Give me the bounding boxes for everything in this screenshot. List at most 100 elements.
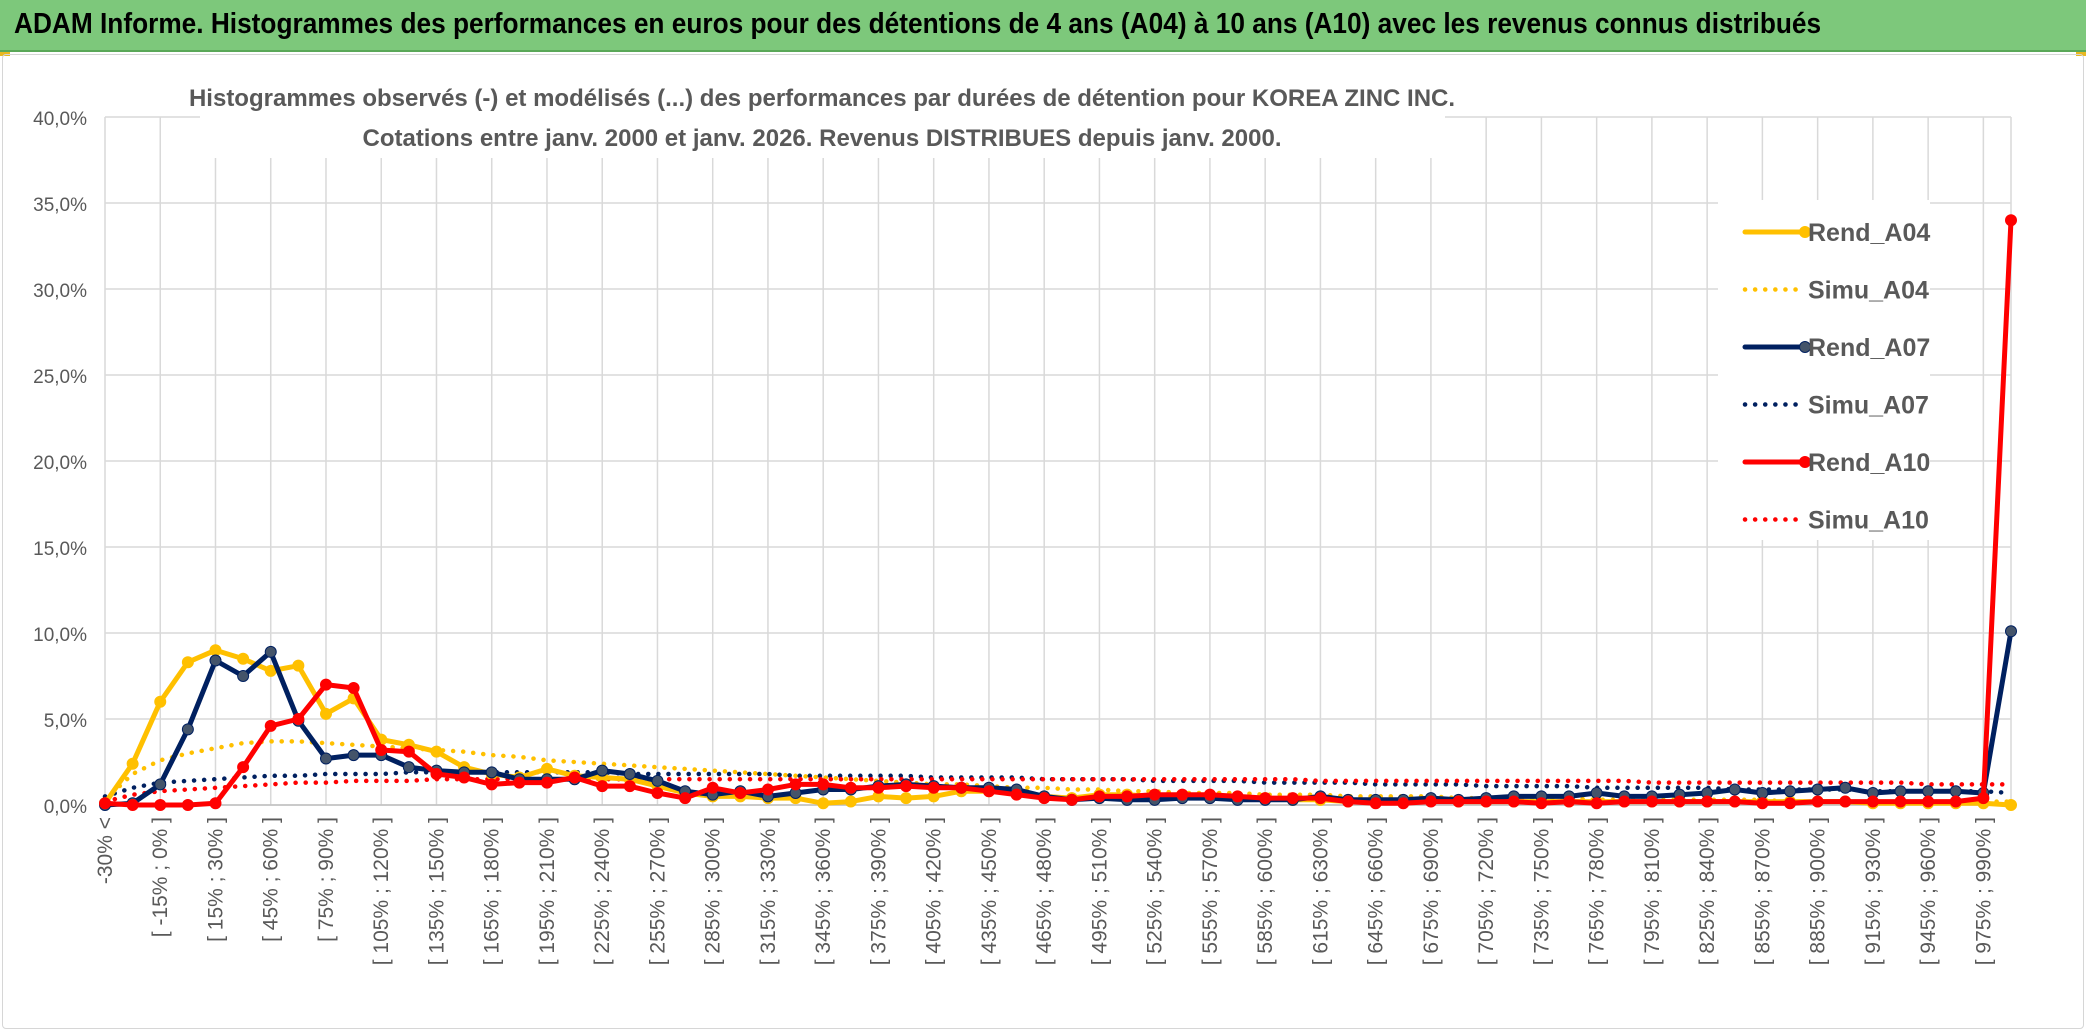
data-point-rend-a10 — [955, 781, 968, 794]
data-point-rend-a10 — [1259, 792, 1272, 805]
legend-marker-rend-a10 — [1799, 456, 1811, 468]
data-point-rend-a10 — [1342, 795, 1355, 808]
title-background — [200, 78, 1445, 158]
data-point-rend-a10 — [1507, 795, 1520, 808]
x-tick-label: [ 765% ; 780% ] — [1586, 817, 1609, 965]
x-tick-label: [ 705% ; 720% ] — [1475, 817, 1498, 965]
x-tick-label: [ 105% ; 120% ] — [370, 817, 393, 965]
x-tick-label: [ 585% ; 600% ] — [1254, 817, 1277, 965]
data-point-rend-a10 — [540, 776, 553, 789]
legend-label-rend-a10: Rend_A10 — [1808, 449, 1930, 477]
data-point-rend-a10 — [209, 797, 222, 810]
y-tick-label: 35,0% — [33, 195, 87, 216]
x-tick-label: [ 975% ; 990% ] — [1972, 817, 1995, 965]
data-point-rend-a07 — [347, 749, 360, 762]
data-point-rend-a10 — [651, 786, 664, 799]
data-point-rend-a10 — [1701, 795, 1714, 808]
y-tick-label: 15,0% — [33, 539, 87, 560]
data-point-rend-a10 — [1397, 797, 1410, 810]
data-point-rend-a10 — [1894, 795, 1907, 808]
x-tick-label: [ 75% ; 90% ] — [315, 817, 338, 942]
data-point-rend-a10 — [1452, 795, 1465, 808]
data-point-rend-a10 — [1839, 795, 1852, 808]
x-tick-label: [ 135% ; 150% ] — [425, 817, 448, 965]
y-tick-label: 40,0% — [33, 109, 87, 130]
data-point-rend-a07 — [237, 670, 250, 682]
data-point-rend-a10 — [1369, 797, 1382, 810]
report-banner: ADAM Informe. Histogrammes des performan… — [0, 0, 2086, 52]
data-point-rend-a10 — [485, 778, 498, 791]
data-point-rend-a07 — [1922, 785, 1935, 798]
data-point-rend-a10 — [1618, 795, 1631, 808]
data-point-rend-a10 — [375, 743, 388, 756]
x-tick-label: [ 675% ; 690% ] — [1420, 817, 1443, 965]
data-point-rend-a10 — [1148, 788, 1161, 801]
data-point-rend-a10 — [761, 783, 774, 796]
x-tick-label: [ 375% ; 390% ] — [867, 817, 890, 965]
data-point-rend-a10 — [1038, 792, 1051, 805]
data-point-rend-a04 — [817, 797, 830, 810]
data-point-rend-a10 — [1424, 795, 1437, 808]
data-point-rend-a10 — [1563, 795, 1576, 808]
x-tick-label: [ -15% ; 0% ] — [149, 817, 172, 937]
data-point-rend-a10 — [402, 745, 415, 758]
data-point-rend-a10 — [817, 778, 830, 791]
data-point-rend-a10 — [623, 780, 636, 793]
data-point-rend-a10 — [706, 781, 719, 794]
x-tick-label: [ 225% ; 240% ] — [591, 817, 614, 965]
y-tick-label: 0,0% — [44, 797, 87, 818]
data-point-rend-a10 — [1286, 792, 1299, 805]
data-point-rend-a07 — [154, 778, 167, 791]
data-point-rend-a10 — [154, 799, 167, 811]
data-point-rend-a10 — [458, 771, 471, 784]
x-tick-label: [ 195% ; 210% ] — [536, 817, 559, 965]
data-point-rend-a07 — [651, 774, 664, 787]
data-point-rend-a10 — [1811, 795, 1824, 808]
data-point-rend-a10 — [1922, 795, 1935, 808]
x-tick-label: [ 255% ; 270% ] — [646, 817, 669, 965]
y-tick-label: 30,0% — [33, 281, 87, 302]
x-tick-label: [ 795% ; 810% ] — [1641, 817, 1664, 965]
data-point-rend-a07 — [319, 752, 332, 765]
data-point-rend-a04 — [209, 644, 222, 657]
data-point-rend-a10 — [1535, 797, 1548, 810]
grid-lines — [104, 116, 2012, 806]
data-point-rend-a10 — [1645, 795, 1658, 808]
data-point-rend-a07 — [1756, 786, 1769, 799]
data-point-rend-a04 — [844, 795, 857, 808]
data-point-rend-a10 — [1866, 795, 1879, 808]
data-point-rend-a10 — [1673, 795, 1686, 808]
data-point-rend-a04 — [430, 745, 443, 758]
data-point-rend-a04 — [154, 695, 167, 708]
data-point-rend-a10 — [679, 792, 692, 805]
x-tick-label: [ 915% ; 930% ] — [1862, 817, 1885, 965]
legend-marker-rend-a04 — [1799, 226, 1811, 238]
chart-subtitle: Cotations entre janv. 2000 et janv. 2026… — [362, 125, 1281, 152]
y-axis-labels: 0,0% 5,0% 10,0% 15,0% 20,0% 25,0% 30,0% 35,0% 40… — [33, 109, 87, 818]
data-point-rend-a04 — [126, 757, 139, 770]
data-point-rend-a10 — [596, 780, 609, 793]
data-point-rend-a10 — [1065, 793, 1078, 806]
chart-title: Histogrammes observés (-) et modélisés (… — [189, 85, 1455, 112]
data-point-rend-a10 — [1231, 790, 1244, 803]
data-point-rend-a10 — [181, 799, 194, 811]
data-point-rend-a10 — [292, 713, 305, 725]
data-point-rend-a07 — [2005, 625, 2017, 638]
data-point-rend-a10 — [430, 768, 443, 781]
legend-label-simu-a07: Simu_A07 — [1808, 392, 1929, 420]
x-tick-label: [ 465% ; 480% ] — [1033, 817, 1056, 965]
x-tick-label: [ 315% ; 330% ] — [757, 817, 780, 965]
data-point-rend-a07 — [402, 761, 415, 774]
legend-label-rend-a07: Rend_A07 — [1808, 334, 1930, 362]
x-tick-label: [ 405% ; 420% ] — [923, 817, 946, 965]
data-point-rend-a10 — [347, 682, 360, 695]
data-point-rend-a04 — [181, 656, 194, 669]
data-point-rend-a10 — [1010, 788, 1023, 801]
data-point-rend-a04 — [900, 792, 913, 805]
series-line-rend-a04 — [102, 647, 2014, 808]
data-point-rend-a10 — [734, 786, 747, 799]
data-point-rend-a10 — [1093, 790, 1106, 803]
x-tick-label: [ 495% ; 510% ] — [1088, 817, 1111, 965]
data-point-rend-a04 — [540, 762, 553, 775]
